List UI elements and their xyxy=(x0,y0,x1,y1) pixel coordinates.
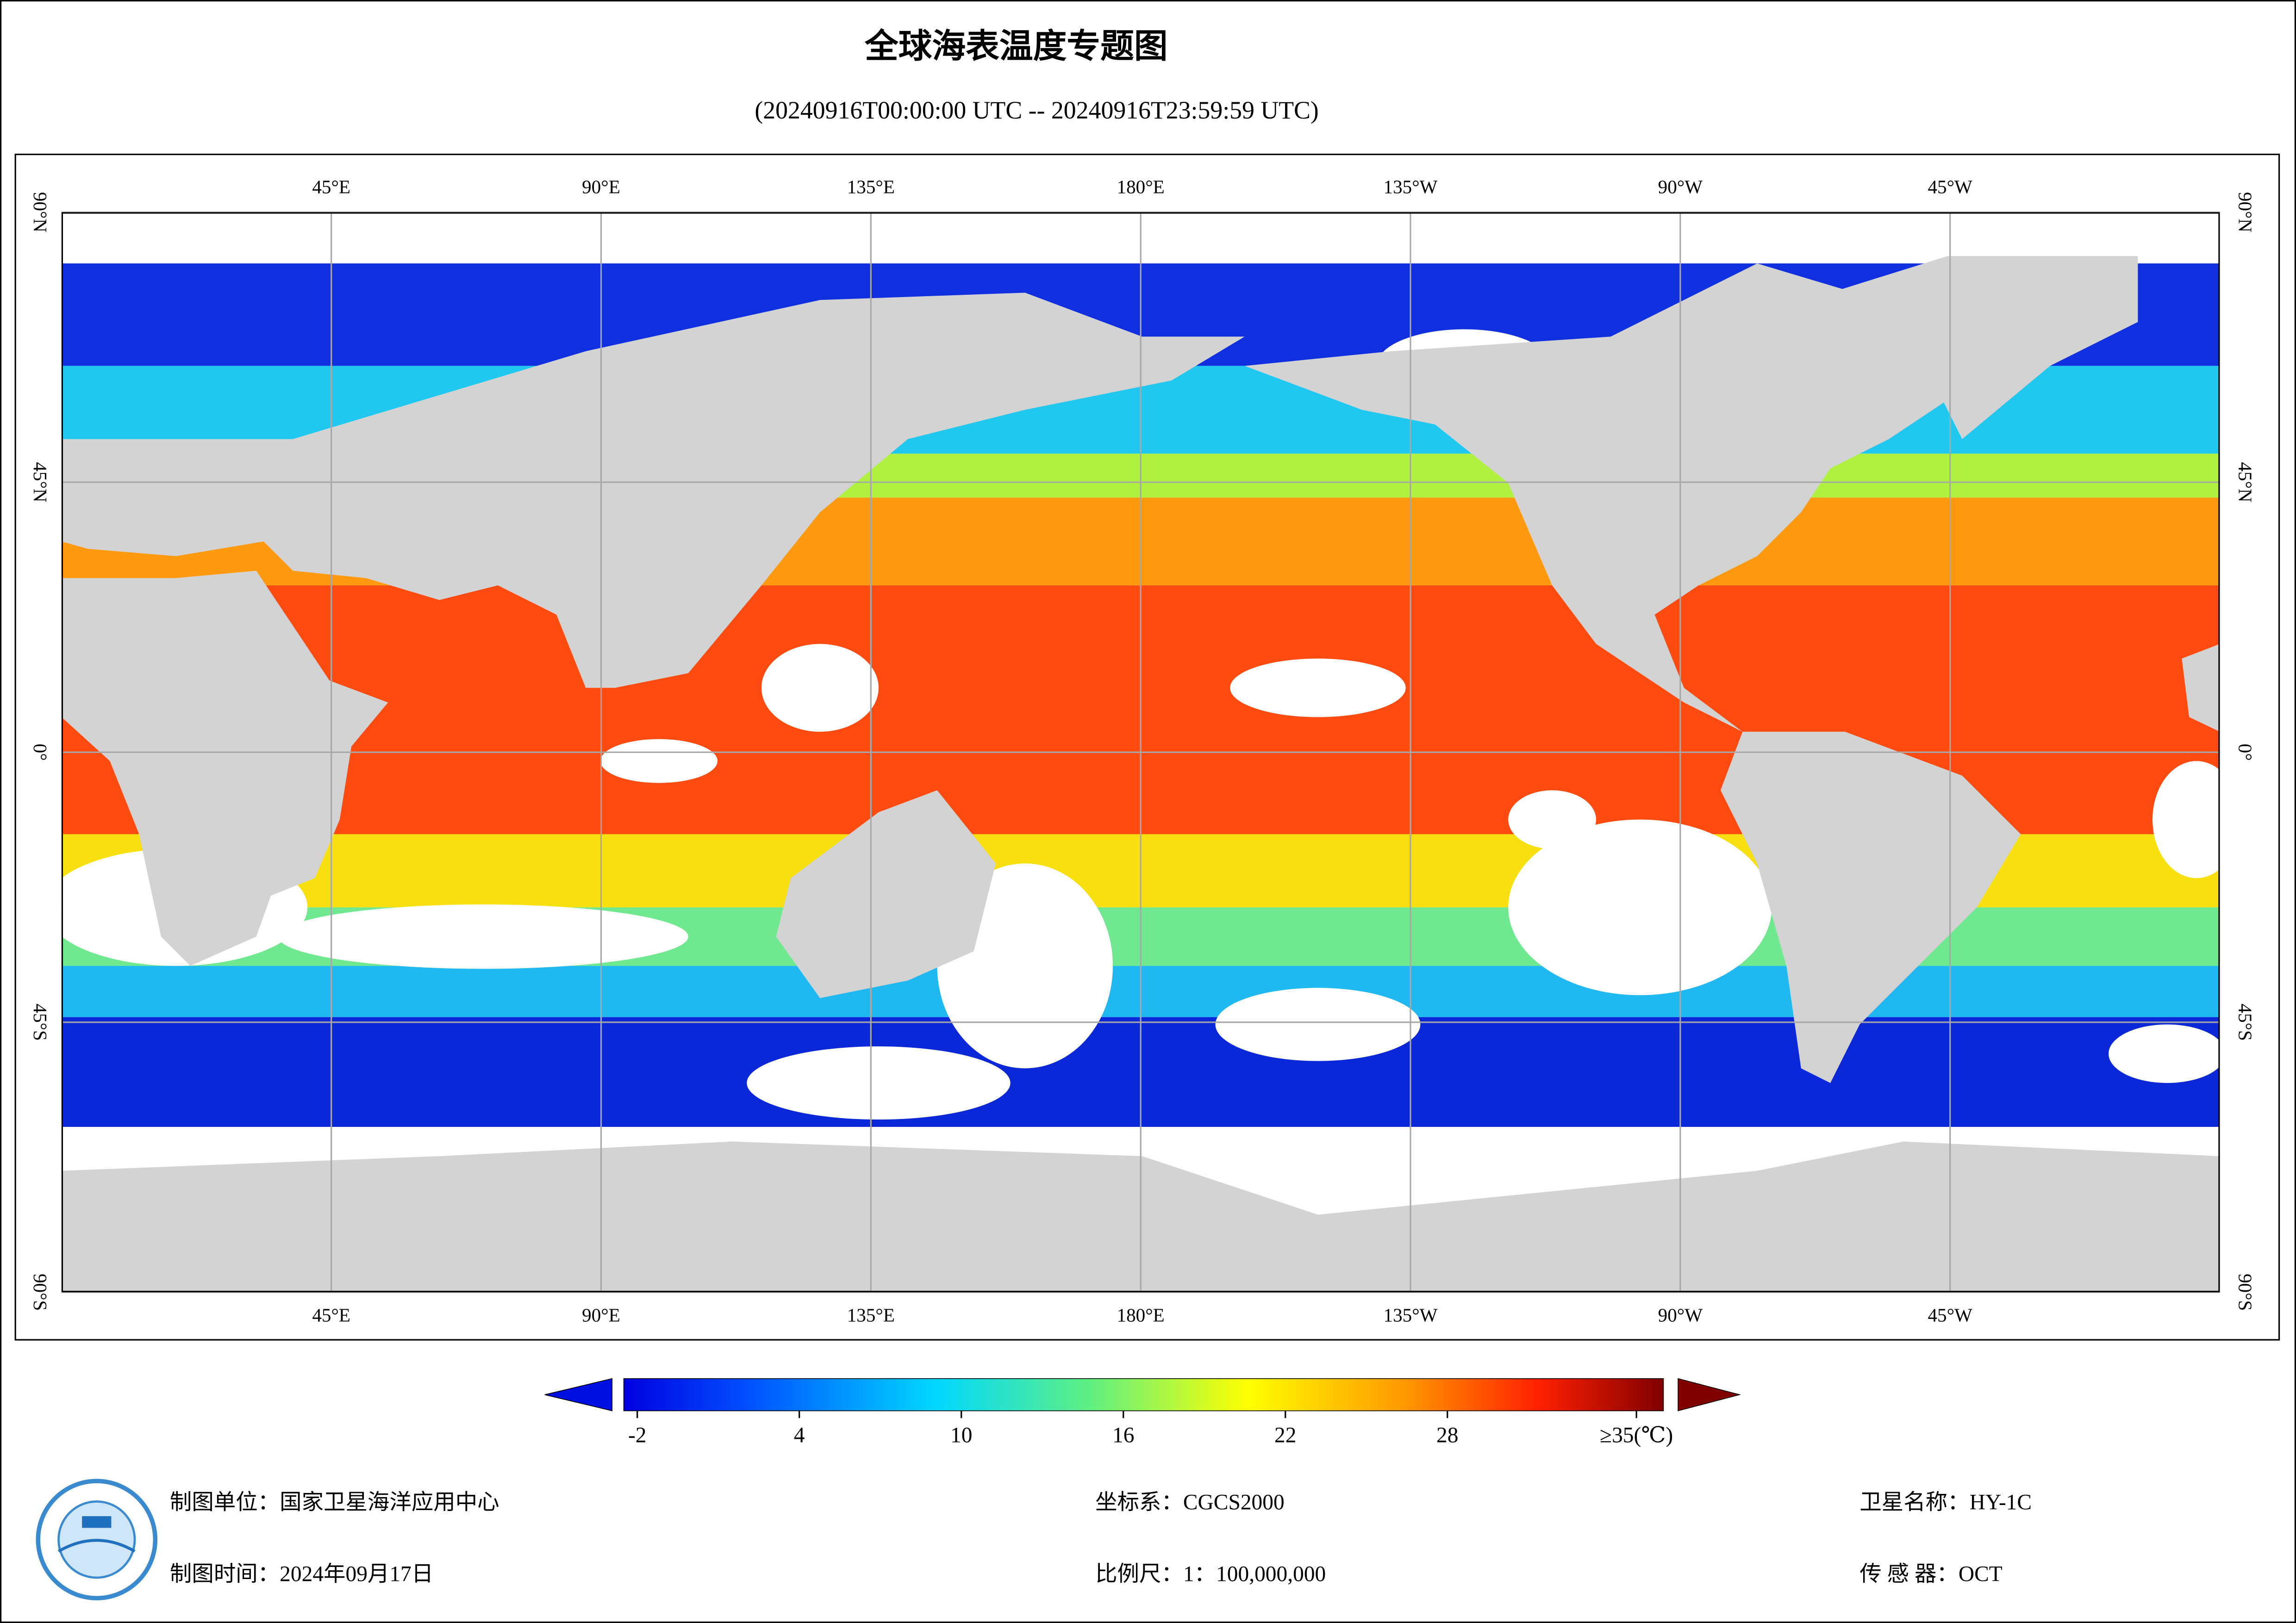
x-tick-label: 45°W xyxy=(1928,1305,1972,1326)
y-tick-label: 90°N xyxy=(2235,192,2256,232)
colorbar-tick-label: 16 xyxy=(1112,1423,1134,1447)
map-frame xyxy=(14,154,2280,1341)
footer-satellite: 卫星名称：HY-1C xyxy=(1859,1491,2032,1515)
colorbar-tick-label: 22 xyxy=(1274,1423,1296,1447)
map-border xyxy=(61,212,2220,1293)
x-tick-label: 45°E xyxy=(312,176,350,197)
colorbar-tick-label: ≥35(℃) xyxy=(1600,1423,1673,1447)
y-tick-label: 45°N xyxy=(2235,462,2256,502)
y-tick-label: 90°S xyxy=(30,1274,51,1311)
footer-crs: 坐标系：CGCS2000 xyxy=(1095,1491,1285,1515)
y-tick-label: 90°N xyxy=(30,192,51,232)
x-tick-label: 135°W xyxy=(1384,176,1438,197)
colorbar-ticks: -2 4 10 16 22 28 ≥35(℃) xyxy=(628,1411,1673,1447)
x-tick-label: 90°E xyxy=(582,176,620,197)
y-tick-label: 90°S xyxy=(2235,1274,2256,1311)
x-tick-label: 135°E xyxy=(847,176,895,197)
y-tick-label: 45°S xyxy=(30,1004,51,1041)
colorbar xyxy=(623,1378,1664,1412)
x-tick-label: 135°E xyxy=(847,1305,895,1326)
x-tick-label: 135°W xyxy=(1384,1305,1438,1326)
colorbar-under-arrow xyxy=(544,1378,613,1412)
x-tick-label: 180°E xyxy=(1117,1305,1165,1326)
x-tick-label: 90°E xyxy=(582,1305,620,1326)
logo xyxy=(36,1479,158,1600)
footer-scale: 比例尺：1：100,000,000 xyxy=(1095,1562,1326,1586)
y-tick-label: 45°N xyxy=(30,462,51,502)
colorbar-tick-label: 28 xyxy=(1436,1423,1458,1447)
footer-sensor: 传 感 器：OCT xyxy=(1859,1562,2002,1586)
y-tick-label: 0° xyxy=(30,744,51,761)
x-tick-label: 90°W xyxy=(1658,176,1703,197)
x-tick-label: 180°E xyxy=(1117,176,1165,197)
x-tick-label: 45°W xyxy=(1928,176,1972,197)
y-tick-label: 0° xyxy=(2235,744,2256,761)
colorbar-tick-label: 10 xyxy=(950,1423,972,1447)
footer-time: 制图时间：2024年09月17日 xyxy=(170,1562,433,1586)
footer-unit: 制图单位：国家卫星海洋应用中心 xyxy=(170,1491,499,1515)
axes: 45°E 45°E 90°E 90°E 135°E 135°E 180°E 180°E 135°… xyxy=(30,176,2256,1325)
colorbar-over-arrow xyxy=(1678,1378,1741,1412)
x-tick-label: 45°E xyxy=(312,1305,350,1326)
subtitle: (20240916T00:00:00 UTC -- 20240916T23:59… xyxy=(755,96,1318,124)
colorbar-tick-label: 4 xyxy=(794,1423,805,1447)
y-tick-label: 45°S xyxy=(2235,1004,2256,1041)
x-tick-label: 90°W xyxy=(1658,1305,1703,1326)
colorbar-tick-label: -2 xyxy=(628,1423,647,1447)
title: 全球海表温度专题图 xyxy=(864,26,1168,66)
